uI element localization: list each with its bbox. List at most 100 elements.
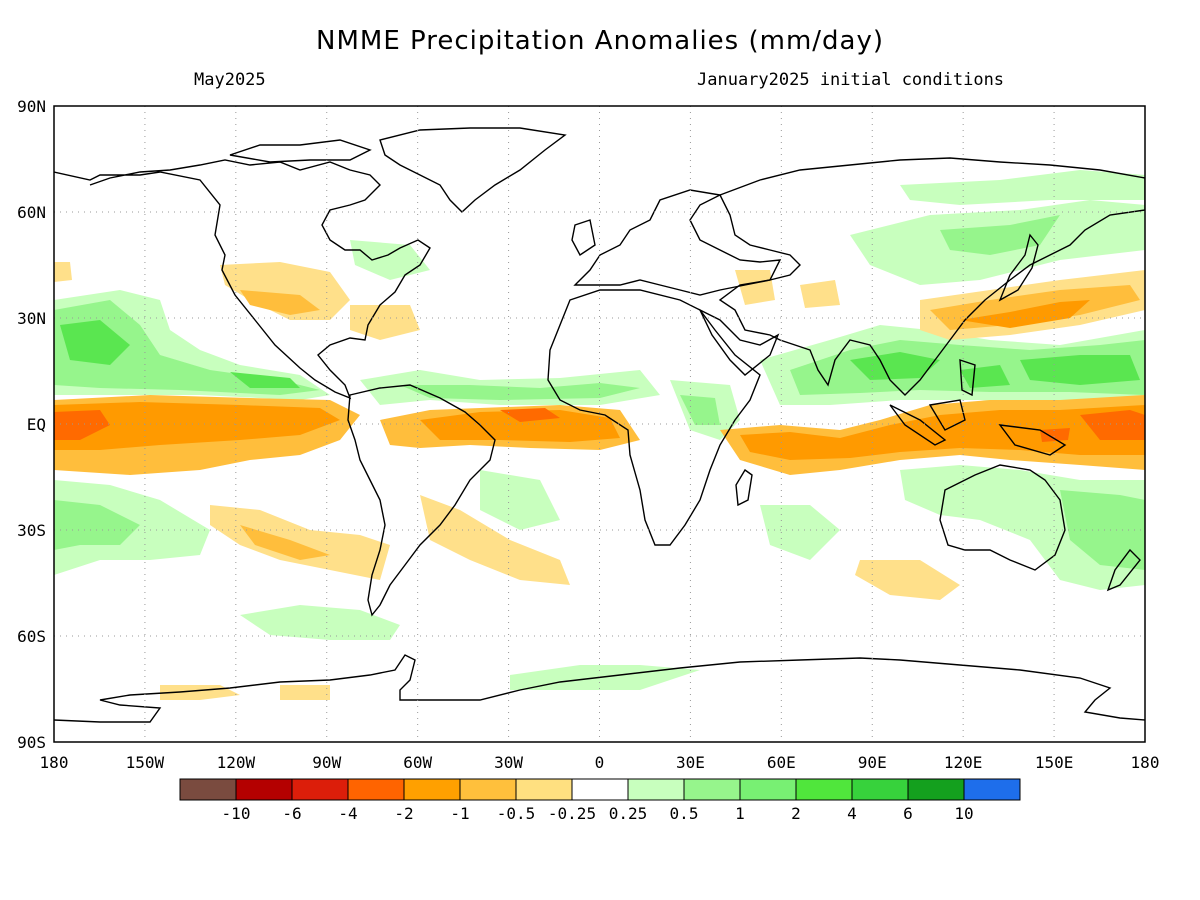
coastline-australia [939, 464, 1066, 571]
latitude-label: EQ [27, 415, 46, 434]
colorbar-label: 6 [903, 804, 913, 823]
colorbar-label: 0.25 [609, 804, 648, 823]
wet-region [350, 240, 430, 280]
longitude-label: 30E [676, 753, 705, 772]
colorbar-swatch [515, 778, 573, 801]
wet-region [760, 505, 840, 560]
dry-region [54, 402, 340, 450]
colorbar-swatch [963, 778, 1021, 801]
latitude-label: 30N [17, 309, 46, 328]
latitude-label: 60N [17, 203, 46, 222]
longitude-label: 180 [40, 753, 69, 772]
coastline-asia [718, 157, 1145, 396]
coastline-indonesia [889, 404, 947, 446]
longitude-label: 60W [403, 753, 432, 772]
wet-region [480, 470, 560, 530]
colorbar-swatch [235, 778, 293, 801]
longitude-label: 120E [944, 753, 983, 772]
dry-region [735, 270, 775, 305]
colorbar-swatch [459, 778, 517, 801]
latitude-labels: 90N 60N 30N EQ 30S 60S 90S [17, 97, 46, 752]
coastline-antarctica [54, 654, 1145, 723]
longitude-label: 180 [1131, 753, 1160, 772]
dry-region [210, 505, 390, 580]
coastline-borneo [928, 399, 966, 431]
coastline-europe [573, 189, 782, 296]
colorbar-label: 0.5 [670, 804, 699, 823]
colorbar-swatch [851, 778, 909, 801]
initial-conditions: January2025 initial conditions [697, 70, 1005, 90]
dry-region [54, 410, 110, 440]
colorbar-swatch [179, 778, 237, 801]
colorbar-label: -6 [282, 804, 301, 823]
coastline-philippines [959, 359, 976, 397]
dry-region [960, 300, 1090, 328]
dry-anomalies-strong [54, 300, 1145, 460]
longitude-label: 90W [312, 753, 341, 772]
colorbar-swatch [739, 778, 797, 801]
longitude-label: 0 [595, 753, 605, 772]
colorbar-label: 4 [847, 804, 857, 823]
colorbar-swatch [907, 778, 965, 801]
map-frame [53, 105, 1146, 743]
wet-region [54, 500, 140, 550]
dry-region [54, 262, 72, 282]
latitude-label: 30S [17, 521, 46, 540]
longitude-label: 150E [1035, 753, 1074, 772]
dry-region [420, 495, 570, 585]
wet-region [230, 372, 300, 388]
coastline-arctic-islands [229, 139, 372, 163]
coastline-uk [571, 219, 596, 257]
coastline-madagascar [735, 468, 753, 507]
dry-region [740, 405, 1145, 460]
longitude-label: 90E [858, 753, 887, 772]
wet-region [60, 320, 130, 365]
wet-region [680, 395, 720, 425]
coastline-africa [547, 289, 761, 546]
map-title: NMME Precipitation Anomalies (mm/day) [316, 26, 884, 56]
dry-region [420, 410, 620, 442]
latitude-label: 90S [17, 733, 46, 752]
longitude-label: 120W [217, 753, 256, 772]
coastline-new-guinea [998, 424, 1067, 456]
dry-anomalies-extreme [54, 408, 1145, 442]
dry-region [280, 685, 330, 700]
colorbar [179, 778, 1021, 801]
latitude-label: 90N [17, 97, 46, 116]
coastline-new-zealand [1106, 548, 1141, 592]
latitude-label: 60S [17, 627, 46, 646]
colorbar-label: -1 [450, 804, 469, 823]
coastline-japan [998, 233, 1039, 302]
coastline-arabia [698, 308, 780, 376]
coastline-south-america [347, 384, 496, 617]
colorbar-swatch [571, 778, 629, 801]
colorbar-label: -10 [222, 804, 251, 823]
coastline-north-america [54, 159, 431, 400]
wet-region [960, 365, 1010, 388]
dry-region [800, 280, 840, 308]
colorbar-swatch [347, 778, 405, 801]
dry-anomalies-light [54, 262, 1145, 700]
colorbar-label: 2 [791, 804, 801, 823]
gridlines [54, 106, 1145, 742]
wet-region [54, 300, 320, 395]
dry-region [350, 305, 420, 340]
wet-region [400, 383, 640, 400]
colorbar-label: 1 [735, 804, 745, 823]
colorbar-label: -4 [338, 804, 357, 823]
dry-region [220, 262, 350, 320]
wet-region [1060, 490, 1145, 570]
dry-region [500, 408, 560, 422]
colorbar-swatch [627, 778, 685, 801]
dry-region [240, 290, 320, 315]
dry-region [240, 525, 330, 560]
dry-region [1080, 410, 1145, 440]
dry-region [855, 560, 960, 600]
forecast-month: May2025 [194, 70, 266, 90]
wet-region [940, 215, 1060, 255]
colorbar-swatch [795, 778, 853, 801]
colorbar-swatch [403, 778, 461, 801]
longitude-label: 60E [767, 753, 796, 772]
colorbar-label: -2 [394, 804, 413, 823]
